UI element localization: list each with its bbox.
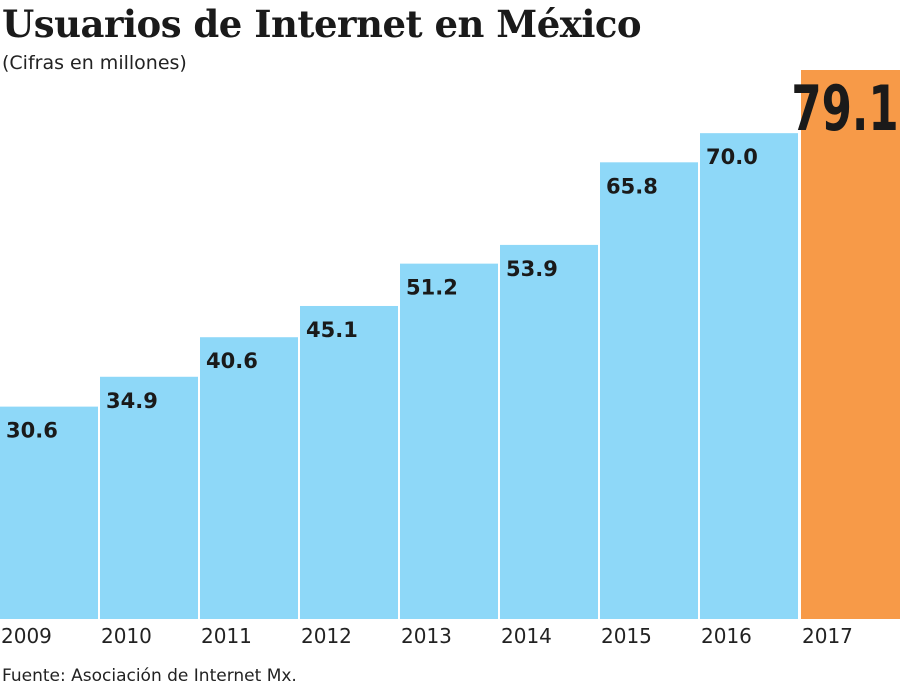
x-tick-label-2016: 2016 [701,624,752,648]
data-label-2015: 65.8 [606,174,658,198]
bar-2012 [300,305,398,619]
bar-2015 [600,162,698,619]
data-label-2014: 53.9 [506,257,558,281]
source-note: Fuente: Asociación de Internet Mx. [2,666,297,686]
bar-2013 [400,263,498,619]
x-tick-label-2014: 2014 [501,624,552,648]
bar-2011 [200,337,298,619]
bar-2014 [500,244,598,619]
bar-2009 [0,406,98,619]
bar-2017 [801,70,900,619]
x-tick-label-2017: 2017 [802,624,853,648]
x-tick-label-2009: 2009 [1,624,52,648]
data-label-2009: 30.6 [6,419,58,443]
data-label-2010: 34.9 [106,389,158,413]
x-tick-label-2010: 2010 [101,624,152,648]
x-tick-label-2011: 2011 [201,624,252,648]
chart-title: Usuarios de Internet en México [2,2,642,46]
bar-2016 [700,133,798,619]
x-tick-label-2012: 2012 [301,624,352,648]
bar-2010 [100,376,198,619]
data-label-2017: 79.1 [791,73,898,145]
data-label-2013: 51.2 [406,276,458,300]
x-tick-label-2015: 2015 [601,624,652,648]
data-label-2011: 40.6 [206,349,258,373]
x-tick-label-2013: 2013 [401,624,452,648]
data-label-2012: 45.1 [306,318,358,342]
chart-subtitle: (Cifras en millones) [2,52,187,74]
data-label-2016: 70.0 [706,145,758,169]
